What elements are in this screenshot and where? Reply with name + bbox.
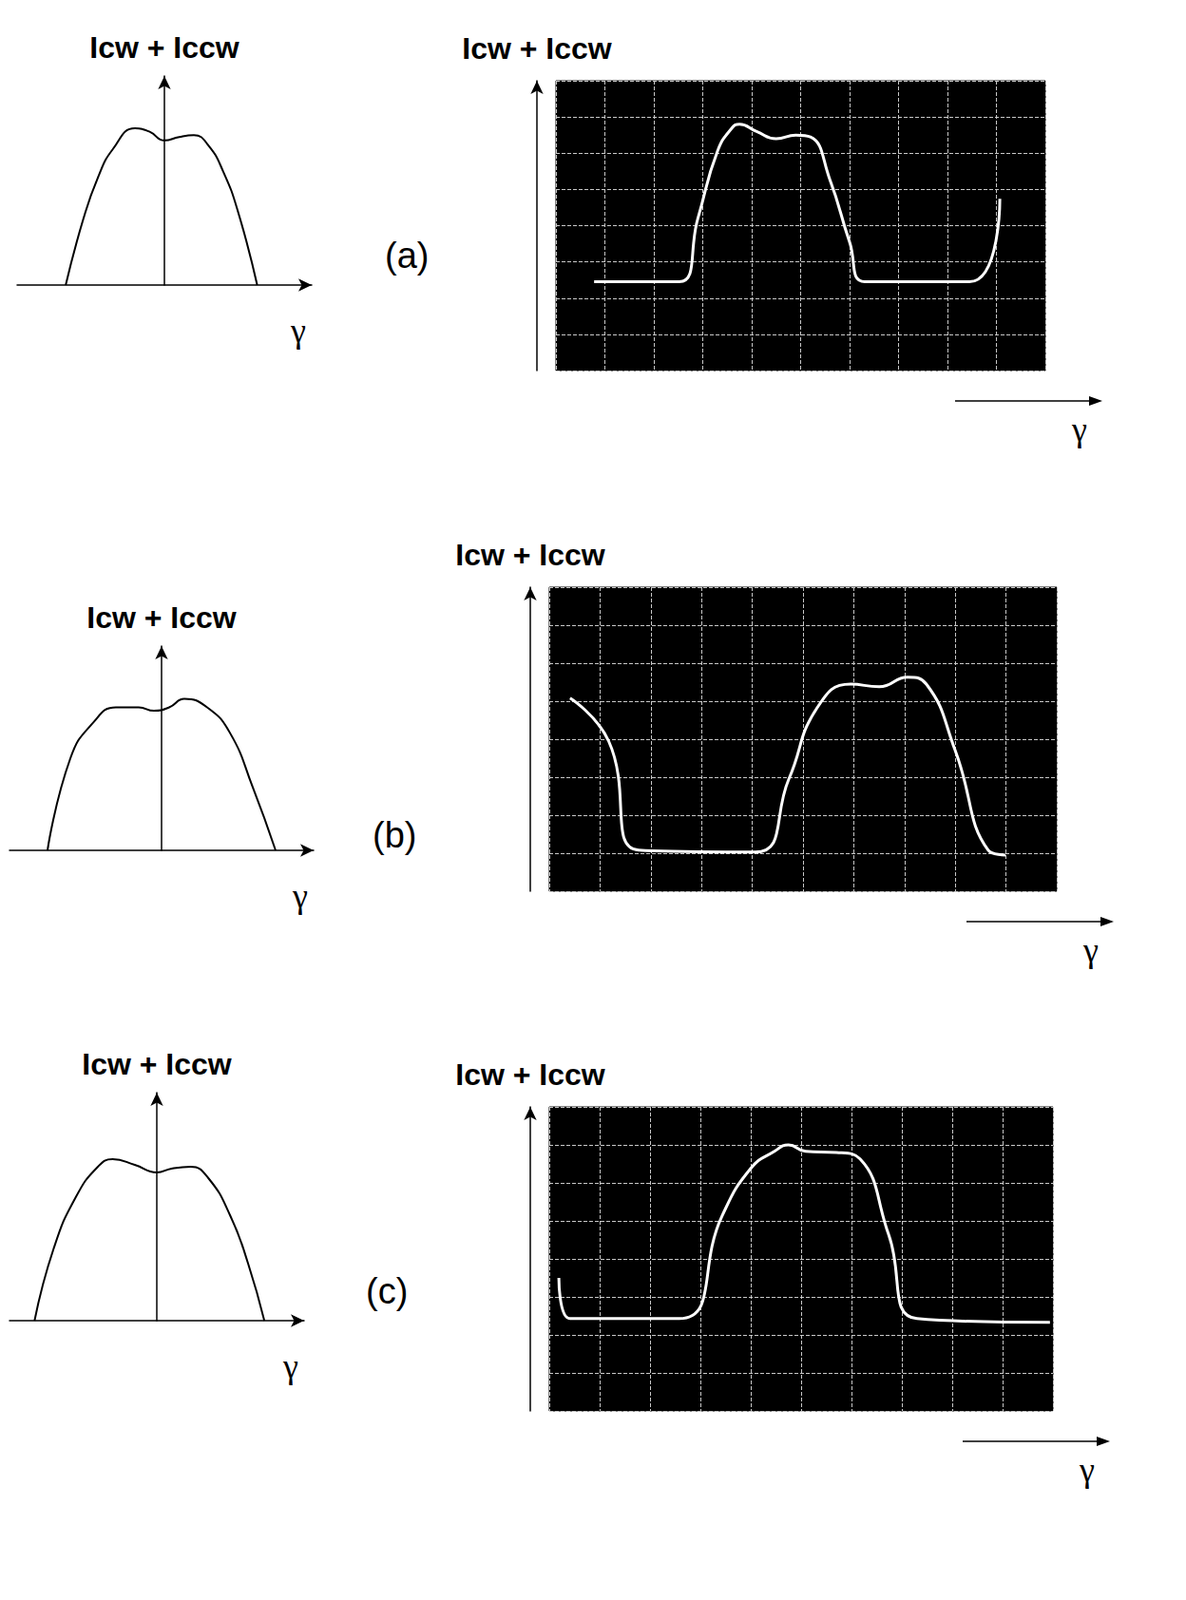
svg-text:γ: γ [1071, 410, 1088, 449]
svg-text:Icw + Iccw: Icw + Iccw [461, 31, 613, 66]
svg-text:Icw + Iccw: Icw + Iccw [89, 30, 240, 65]
svg-text:γ: γ [1078, 1451, 1095, 1490]
svg-text:Icw + Iccw: Icw + Iccw [455, 537, 606, 573]
svg-text:γ: γ [291, 877, 308, 916]
svg-text:Icw + Iccw: Icw + Iccw [455, 1057, 606, 1092]
svg-text:γ: γ [1082, 931, 1099, 970]
svg-text:(a): (a) [384, 235, 429, 276]
svg-text:Icw + Iccw: Icw + Iccw [81, 1047, 232, 1082]
svg-text:(c): (c) [365, 1271, 408, 1312]
svg-text:(b): (b) [372, 815, 417, 856]
svg-text:Icw + Iccw: Icw + Iccw [86, 600, 237, 635]
svg-text:γ: γ [282, 1347, 299, 1386]
svg-text:γ: γ [289, 311, 307, 350]
